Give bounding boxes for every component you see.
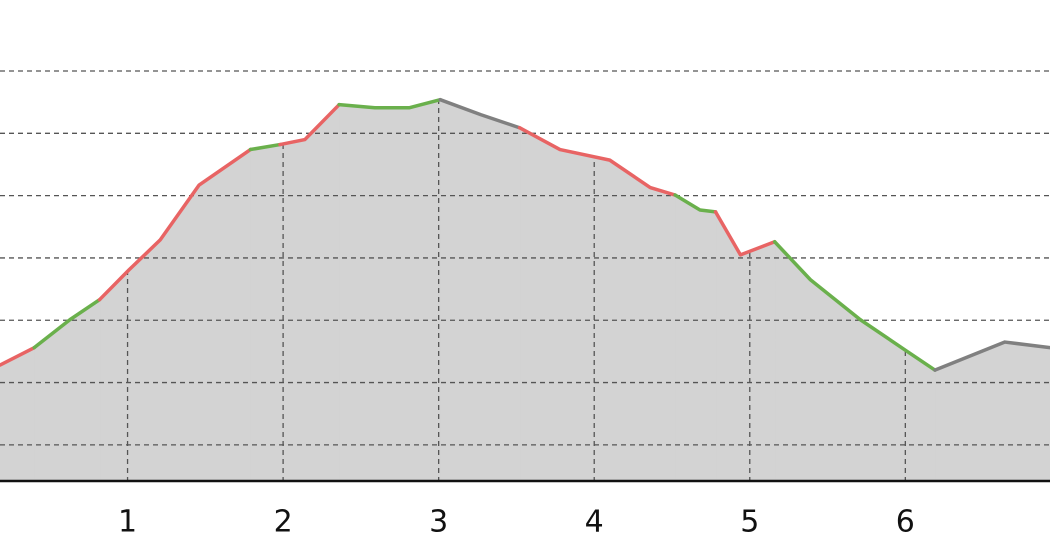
line-layer — [0, 97, 1050, 372]
area-fill — [279, 103, 340, 482]
area-fill — [674, 194, 717, 482]
area-fill — [33, 298, 101, 482]
profile-line — [673, 193, 718, 214]
x-tick-label: 6 — [896, 505, 915, 540]
area-fill — [99, 148, 251, 482]
x-tick-label: 2 — [274, 505, 293, 540]
x-tick-label: 5 — [740, 505, 759, 540]
profile-line — [32, 297, 102, 350]
area-layer — [0, 98, 1050, 482]
vertical-grid-layer — [126, 99, 906, 481]
profile-line — [772, 239, 937, 372]
profile-line — [517, 125, 677, 197]
x-tick-label: 1 — [118, 505, 137, 540]
profile-line — [248, 142, 282, 152]
x-tick-label: 3 — [429, 505, 448, 540]
profile-line — [278, 102, 341, 147]
x-tick-label: 4 — [585, 505, 604, 540]
profile-line — [337, 97, 442, 110]
area-fill — [439, 98, 521, 482]
profile-line — [713, 210, 777, 257]
area-fill — [338, 99, 441, 482]
profile-line — [0, 345, 36, 367]
profile-line — [97, 147, 253, 302]
area-fill — [519, 126, 676, 482]
area-fill — [0, 346, 35, 482]
profile-line — [933, 340, 1050, 372]
axis-layer: 1 2 3 4 5 6 — [0, 479, 1050, 540]
grid-layer — [0, 70, 1050, 446]
profile-line — [438, 97, 522, 130]
